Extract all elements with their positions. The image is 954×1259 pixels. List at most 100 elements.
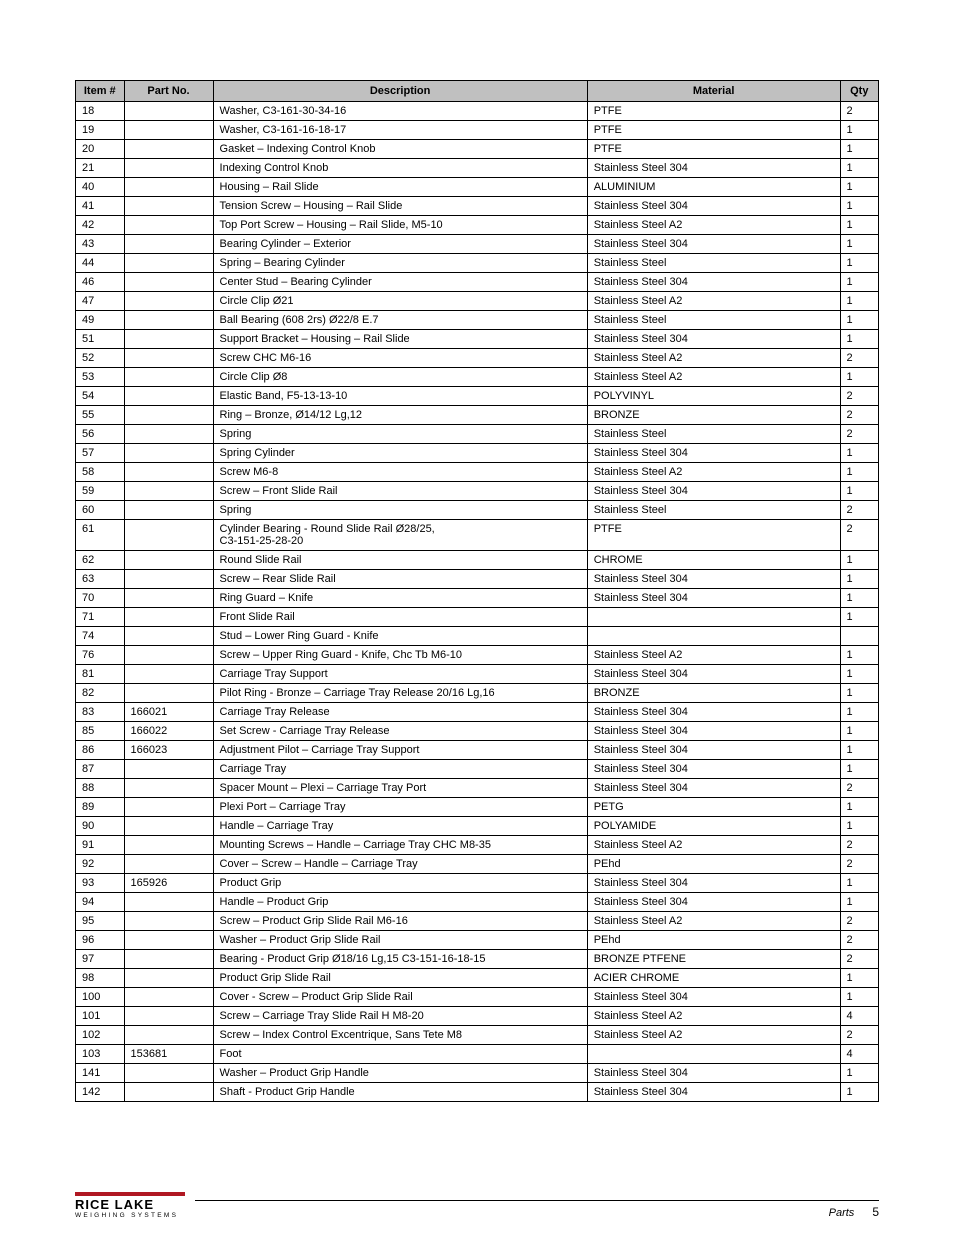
cell-material: Stainless Steel A2 [587,349,840,368]
cell-material: Stainless Steel 304 [587,741,840,760]
cell-item: 85 [76,722,125,741]
cell-item: 86 [76,741,125,760]
table-row: 96Washer – Product Grip Slide RailPEhd2 [76,931,879,950]
table-row: 62Round Slide RailCHROME1 [76,551,879,570]
cell-item: 87 [76,760,125,779]
cell-qty: 1 [840,235,878,254]
cell-partno [124,589,213,608]
cell-partno [124,1064,213,1083]
cell-item: 91 [76,836,125,855]
table-row: 47Circle Clip Ø21Stainless Steel A21 [76,292,879,311]
cell-description: Carriage Tray Release [213,703,587,722]
table-row: 74Stud – Lower Ring Guard - Knife [76,627,879,646]
cell-partno [124,912,213,931]
cell-description: Housing – Rail Slide [213,178,587,197]
table-row: 56SpringStainless Steel2 [76,425,879,444]
cell-qty: 2 [840,1026,878,1045]
table-row: 141Washer – Product Grip HandleStainless… [76,1064,879,1083]
cell-qty: 1 [840,684,878,703]
cell-qty: 1 [840,216,878,235]
cell-item: 95 [76,912,125,931]
cell-partno [124,969,213,988]
table-row: 46Center Stud – Bearing CylinderStainles… [76,273,879,292]
cell-partno [124,159,213,178]
cell-qty: 2 [840,779,878,798]
cell-partno [124,292,213,311]
cell-material: Stainless Steel 304 [587,570,840,589]
cell-qty: 1 [840,741,878,760]
cell-qty: 1 [840,665,878,684]
cell-description: Foot [213,1045,587,1064]
cell-item: 103 [76,1045,125,1064]
cell-partno: 153681 [124,1045,213,1064]
cell-material: Stainless Steel 304 [587,893,840,912]
cell-material: Stainless Steel 304 [587,722,840,741]
cell-material: PETG [587,798,840,817]
cell-material: Stainless Steel 304 [587,988,840,1007]
cell-description: Top Port Screw – Housing – Rail Slide, M… [213,216,587,235]
cell-material: Stainless Steel [587,311,840,330]
cell-partno [124,197,213,216]
cell-item: 51 [76,330,125,349]
cell-qty: 1 [840,608,878,627]
cell-description: Screw – Product Grip Slide Rail M6-16 [213,912,587,931]
table-row: 94Handle – Product GripStainless Steel 3… [76,893,879,912]
cell-partno: 166021 [124,703,213,722]
cell-description: Front Slide Rail [213,608,587,627]
cell-description: Gasket – Indexing Control Knob [213,140,587,159]
cell-partno [124,665,213,684]
cell-item: 141 [76,1064,125,1083]
cell-qty: 2 [840,425,878,444]
cell-material: Stainless Steel [587,425,840,444]
cell-description: Washer, C3-161-16-18-17 [213,121,587,140]
table-row: 49Ball Bearing (608 2rs) Ø22/8 E.7Stainl… [76,311,879,330]
cell-item: 61 [76,520,125,551]
cell-description: Screw – Upper Ring Guard - Knife, Chc Tb… [213,646,587,665]
cell-qty: 2 [840,501,878,520]
cell-material [587,608,840,627]
table-row: 51 Support Bracket – Housing – Rail Slide… [76,330,879,349]
cell-partno [124,216,213,235]
cell-item: 70 [76,589,125,608]
cell-partno [124,121,213,140]
cell-material: BRONZE [587,406,840,425]
cell-description: Elastic Band, F5-13-13-10 [213,387,587,406]
cell-description: Spring [213,501,587,520]
table-row: 18Washer, C3-161-30-34-16PTFE2 [76,102,879,121]
cell-partno [124,760,213,779]
cell-partno [124,482,213,501]
cell-item: 94 [76,893,125,912]
cell-partno [124,254,213,273]
cell-material: Stainless Steel [587,501,840,520]
cell-description: Product Grip Slide Rail [213,969,587,988]
table-row: 97Bearing - Product Grip Ø18/16 Lg,15 C3… [76,950,879,969]
cell-qty: 1 [840,292,878,311]
footer-page-number: 5 [872,1205,879,1219]
logo: RICE LAKE WEIGHING SYSTEMS [75,1192,185,1219]
cell-partno [124,1083,213,1102]
cell-partno [124,368,213,387]
cell-qty: 2 [840,950,878,969]
cell-partno [124,349,213,368]
cell-description: Screw CHC M6-16 [213,349,587,368]
cell-description: Round Slide Rail [213,551,587,570]
cell-partno [124,444,213,463]
cell-description: Washer – Product Grip Slide Rail [213,931,587,950]
cell-partno [124,1007,213,1026]
cell-description: Washer – Product Grip Handle [213,1064,587,1083]
cell-material: Stainless Steel 304 [587,235,840,254]
parts-table: Item # Part No. Description Material Qty… [75,80,879,1102]
cell-qty: 2 [840,855,878,874]
table-row: 92Cover – Screw – Handle – Carriage Tray… [76,855,879,874]
cell-material: Stainless Steel 304 [587,760,840,779]
cell-description: Screw – Rear Slide Rail [213,570,587,589]
cell-qty: 1 [840,254,878,273]
cell-partno [124,520,213,551]
cell-partno [124,102,213,121]
cell-description: Support Bracket – Housing – Rail Slide [213,330,587,349]
cell-partno [124,893,213,912]
cell-qty: 1 [840,893,878,912]
table-row: 89Plexi Port – Carriage TrayPETG1 [76,798,879,817]
table-row: 81Carriage Tray SupportStainless Steel 3… [76,665,879,684]
cell-description: Ring Guard – Knife [213,589,587,608]
